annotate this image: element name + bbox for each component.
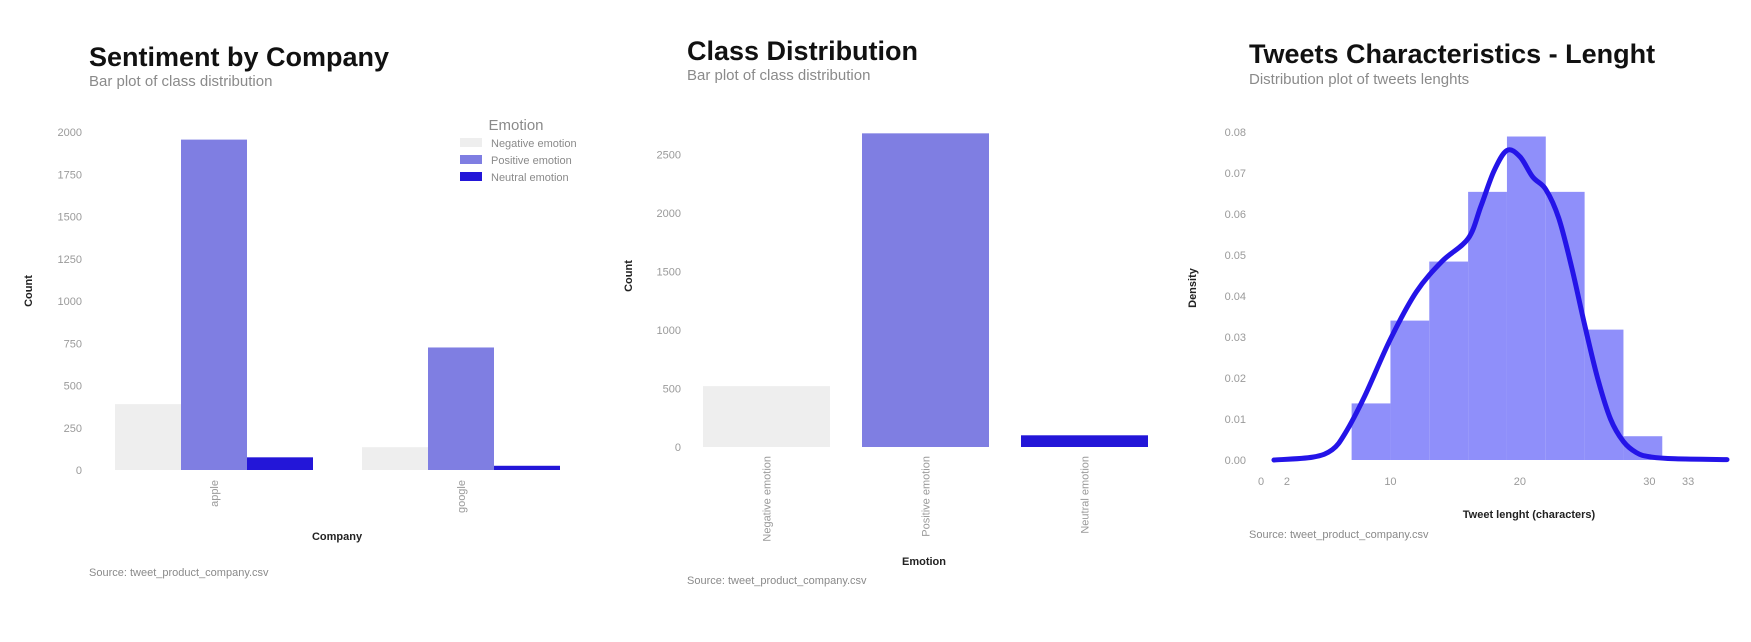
chart-title: Tweets Characteristics - Lenght: [1249, 39, 1655, 69]
legend: Emotion Negative emotion Positive emotio…: [460, 117, 577, 184]
legend-label-negative: Negative emotion: [491, 138, 577, 150]
y-tick-label: 750: [64, 338, 82, 350]
histogram-bin: [1506, 136, 1546, 460]
bar-apple-negative-emotion: [115, 404, 181, 470]
y-tick-label: 1000: [657, 325, 681, 337]
histogram-bin: [1390, 320, 1430, 460]
y-axis-ticks: 0 500 1000 1500 2000 2500: [657, 149, 681, 454]
legend-label-neutral: Neutral emotion: [491, 172, 569, 184]
bar-neutral-emotion: [1021, 435, 1148, 447]
chart-subtitle: Bar plot of class distribution: [687, 67, 870, 84]
y-tick-label: 0.00: [1225, 455, 1246, 467]
x-tick-label: Negative emotion: [762, 456, 774, 542]
bar-positive-emotion: [862, 133, 989, 447]
y-tick-label: 0.01: [1225, 414, 1246, 426]
y-tick-label: 1750: [58, 169, 82, 181]
class-distribution-chart: Class Distribution Bar plot of class dis…: [623, 36, 1148, 587]
chart-title: Class Distribution: [687, 36, 918, 66]
y-tick-label: 2000: [657, 208, 681, 220]
y-tick-label: 2500: [657, 149, 681, 161]
y-tick-label: 0.06: [1225, 209, 1246, 221]
bar-google-negative-emotion: [362, 447, 428, 470]
legend-swatch-neutral: [460, 172, 482, 181]
y-tick-label: 0.05: [1225, 250, 1246, 262]
y-tick-label: 2000: [58, 127, 82, 139]
y-axis-ticks: 0.00 0.01 0.02 0.03 0.04 0.05 0.06 0.07 0.08: [1225, 127, 1246, 467]
histogram-bin: [1429, 261, 1469, 460]
x-tick-label: 30: [1643, 476, 1655, 488]
histogram-bins: [1351, 136, 1663, 461]
legend-title: Emotion: [488, 117, 543, 134]
y-tick-label: 0.08: [1225, 127, 1246, 139]
bar-google-neutral-emotion: [494, 465, 560, 470]
source-note: Source: tweet_product_company.csv: [89, 567, 269, 579]
x-tick-label: 33: [1682, 476, 1694, 488]
histogram-bin: [1623, 436, 1663, 460]
x-axis-label: Emotion: [902, 556, 946, 568]
y-tick-label: 0.04: [1225, 291, 1246, 303]
source-note: Source: tweet_product_company.csv: [1249, 529, 1429, 541]
y-tick-label: 0: [675, 442, 681, 454]
y-axis-label: Count: [23, 275, 35, 307]
y-tick-label: 500: [663, 383, 681, 395]
bars: [115, 139, 560, 471]
x-tick-label: 10: [1384, 476, 1396, 488]
chart-title: Sentiment by Company: [89, 42, 389, 72]
y-tick-label: 1500: [657, 266, 681, 278]
x-axis-label: Tweet lenght (characters): [1463, 509, 1596, 521]
sentiment-by-company-chart: Sentiment by Company Bar plot of class d…: [23, 42, 577, 579]
bar-negative-emotion: [703, 386, 830, 447]
y-tick-label: 1500: [58, 212, 82, 224]
y-tick-label: 500: [64, 381, 82, 393]
x-axis-ticks: apple google: [209, 480, 468, 513]
y-axis-label: Density: [1187, 267, 1199, 308]
bar-apple-positive-emotion: [181, 139, 247, 471]
histogram-bin: [1468, 191, 1507, 461]
legend-swatch-negative: [460, 138, 482, 147]
bar-google-positive-emotion: [428, 347, 494, 470]
y-axis-ticks: 0 250 500 750 1000 1250 1500 1750 2000: [58, 127, 82, 477]
x-tick-label: apple: [209, 480, 221, 507]
x-tick-label: google: [456, 480, 468, 513]
y-tick-label: 1250: [58, 254, 82, 266]
y-tick-label: 0.07: [1225, 168, 1246, 180]
kde-curve: [1271, 147, 1730, 463]
x-axis-ticks: 0 2 10 20 30 33: [1258, 476, 1694, 488]
y-tick-label: 0.02: [1225, 373, 1246, 385]
tweet-length-distribution-chart: Tweets Characteristics - Lenght Distribu…: [1187, 39, 1730, 541]
y-tick-label: 250: [64, 423, 82, 435]
y-tick-label: 0.03: [1225, 332, 1246, 344]
x-axis-ticks: Negative emotion Positive emotion Neutral …: [762, 456, 1092, 542]
chart-subtitle: Bar plot of class distribution: [89, 73, 272, 90]
y-tick-label: 1000: [58, 296, 82, 308]
bars: [703, 133, 1148, 447]
legend-label-positive: Positive emotion: [491, 155, 572, 167]
x-tick-label: Positive emotion: [921, 456, 933, 537]
y-tick-label: 0: [76, 465, 82, 477]
bar-apple-neutral-emotion: [247, 457, 313, 470]
source-note: Source: tweet_product_company.csv: [687, 575, 867, 587]
legend-swatch-positive: [460, 155, 482, 164]
x-tick-label: 20: [1514, 476, 1526, 488]
x-tick-label: 2: [1284, 476, 1290, 488]
x-tick-label: Neutral emotion: [1080, 456, 1092, 534]
y-axis-label: Count: [623, 260, 635, 292]
x-tick-label: 0: [1258, 476, 1264, 488]
chart-subtitle: Distribution plot of tweets lenghts: [1249, 71, 1469, 88]
x-axis-label: Company: [312, 531, 363, 543]
